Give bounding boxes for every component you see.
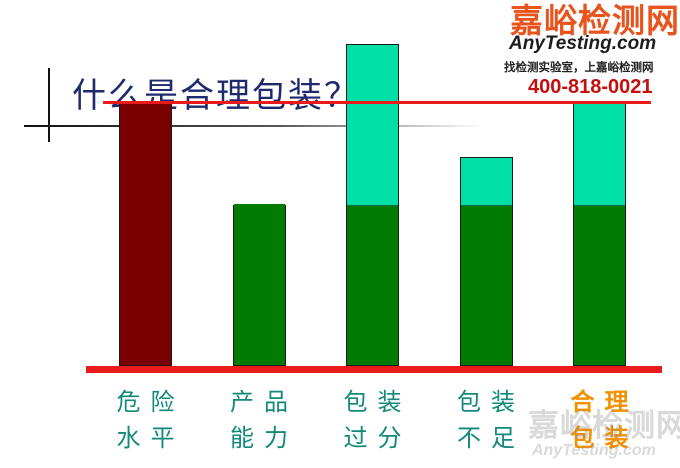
logo-slogan: 找检测实验室，上嘉峪检测网 xyxy=(504,60,654,74)
category-label-line: 能力 xyxy=(230,424,298,452)
bar-2 xyxy=(232,204,286,366)
category-label: 危险 水平 xyxy=(96,384,206,456)
category-label-line: 包装 xyxy=(457,388,525,416)
packaging-segment xyxy=(574,102,625,206)
category-label-line: 包装 xyxy=(570,423,639,452)
danger-level-bar xyxy=(119,101,172,366)
bar-3 xyxy=(346,44,399,366)
logo-name: 嘉峪检测网 xyxy=(510,1,680,40)
category-label-line: 过分 xyxy=(343,424,412,452)
product-segment xyxy=(574,203,625,365)
bar-4 xyxy=(459,156,513,366)
category-label: 合理 包装 xyxy=(550,384,660,456)
packaging-segment xyxy=(347,45,398,206)
category-label-line: 产品 xyxy=(230,388,298,416)
corner-vertical-line xyxy=(48,68,50,142)
category-label-line: 水平 xyxy=(116,424,185,452)
title-underline xyxy=(24,125,484,127)
logo-phone: 400-818-0021 xyxy=(528,76,653,98)
bar-5 xyxy=(573,101,626,366)
product-segment xyxy=(347,204,398,365)
category-label-line: 不足 xyxy=(457,424,525,452)
baseline-line xyxy=(86,366,662,373)
watermark-name: 嘉峪检测网 xyxy=(528,408,680,444)
watermark: 嘉峪检测网 AnyTesting.com xyxy=(528,408,680,459)
category-label-line: 合理 xyxy=(570,387,639,416)
danger-level-line xyxy=(103,100,651,104)
brand-logo: 嘉峪检测网 AnyTesting.com 找检测实验室，上嘉峪检测网 400-8… xyxy=(500,0,680,105)
product-segment xyxy=(460,203,512,365)
packaging-segment xyxy=(460,157,512,206)
category-label-line: 包装 xyxy=(343,388,412,416)
category-label-line: 危险 xyxy=(116,388,185,416)
category-label: 包装 过分 xyxy=(323,384,433,456)
watermark-site: AnyTesting.com xyxy=(532,442,656,459)
slide-title: 什么是合理包装？ xyxy=(72,76,360,116)
category-label: 包装 不足 xyxy=(436,384,546,456)
logo-site: AnyTesting.com xyxy=(509,33,657,54)
product-segment xyxy=(233,204,285,365)
category-label: 产品 能力 xyxy=(209,384,319,456)
